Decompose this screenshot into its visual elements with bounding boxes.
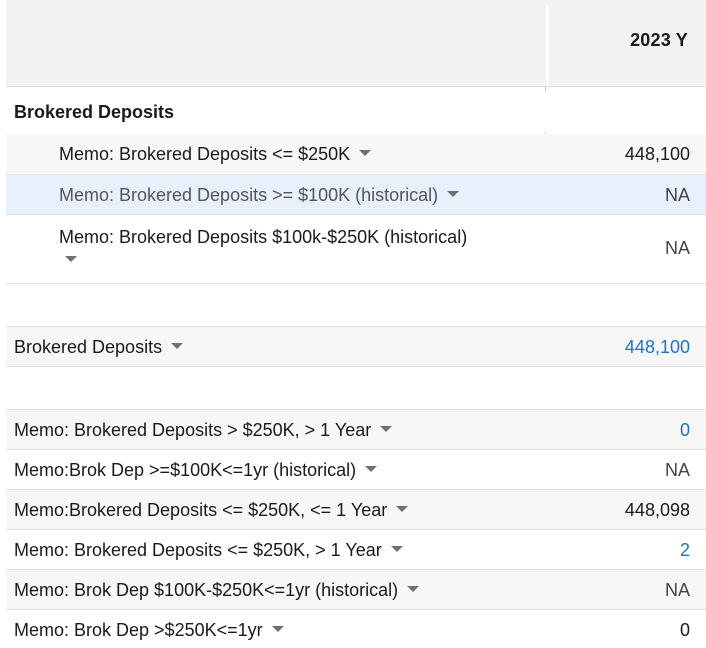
- chevron-down-icon[interactable]: [390, 546, 403, 553]
- chevron-down-icon[interactable]: [407, 586, 420, 593]
- row-label[interactable]: Memo: Brokered Deposits >= $100K (histor…: [59, 175, 460, 215]
- row-label[interactable]: Memo: Brokered Deposits $100k-$250K (his…: [59, 227, 468, 247]
- row-value: NA: [664, 460, 690, 480]
- table-row[interactable]: Memo:Brokered Deposits <= $250K, <= 1 Ye…: [6, 490, 706, 530]
- chevron-down-icon[interactable]: [359, 150, 372, 157]
- row-label[interactable]: Memo: Brokered Deposits > $250K, > 1 Yea…: [14, 410, 393, 450]
- row-label[interactable]: Memo: Brok Dep >$250K<=1yr: [14, 610, 284, 648]
- table-row[interactable]: Memo: Brok Dep >$250K<=1yr 0: [6, 610, 706, 648]
- table-row[interactable]: Memo: Brok Dep $100K-$250K<=1yr (histori…: [6, 570, 706, 610]
- chevron-down-icon[interactable]: [171, 343, 184, 350]
- row-value-link[interactable]: 0: [679, 420, 690, 440]
- row-label[interactable]: Memo: Brokered Deposits <= $250K, > 1 Ye…: [14, 530, 403, 570]
- row-label[interactable]: Memo:Brokered Deposits <= $250K, <= 1 Ye…: [14, 490, 409, 530]
- table-row[interactable]: Brokered Deposits 448,100: [6, 327, 706, 367]
- row-label[interactable]: Memo: Brok Dep $100K-$250K<=1yr (histori…: [14, 570, 420, 610]
- chevron-down-icon[interactable]: [271, 626, 284, 633]
- table-row[interactable]: Memo: Brokered Deposits $100k-$250K (his…: [6, 215, 706, 284]
- row-label[interactable]: Brokered Deposits: [14, 327, 184, 367]
- row-value: NA: [664, 580, 690, 600]
- row-value: NA: [664, 238, 690, 258]
- table-header: 2023 Y: [6, 0, 706, 87]
- table-row[interactable]: Memo: Brokered Deposits > $250K, > 1 Yea…: [6, 410, 706, 450]
- chevron-down-icon[interactable]: [365, 466, 378, 473]
- row-label[interactable]: Memo: Brokered Deposits <= $250K: [59, 134, 372, 174]
- row-value: 448,100: [624, 144, 690, 164]
- table-row[interactable]: Memo: Brokered Deposits >= $100K (histor…: [6, 175, 706, 215]
- row-label[interactable]: Memo:Brok Dep >=$100K<=1yr (historical): [14, 450, 378, 490]
- section-title: Brokered Deposits: [14, 102, 175, 122]
- row-value: NA: [664, 185, 690, 205]
- section-header-row: Brokered Deposits: [6, 92, 706, 132]
- period-column-header[interactable]: 2023 Y: [630, 30, 688, 50]
- chevron-down-icon[interactable]: [65, 255, 77, 262]
- chevron-down-icon[interactable]: [447, 191, 460, 198]
- table-row[interactable]: Memo:Brok Dep >=$100K<=1yr (historical) …: [6, 450, 706, 490]
- row-value: 0: [679, 620, 690, 640]
- chevron-down-icon[interactable]: [396, 506, 409, 513]
- chevron-down-icon[interactable]: [380, 426, 393, 433]
- spacer-row: [6, 284, 706, 327]
- row-value-link[interactable]: 448,100: [624, 337, 690, 357]
- table-row[interactable]: Memo: Brokered Deposits <= $250K 448,100: [6, 134, 706, 175]
- row-value: 448,098: [624, 500, 690, 520]
- spacer-row: [6, 367, 706, 410]
- table-row[interactable]: Memo: Brokered Deposits <= $250K, > 1 Ye…: [6, 530, 706, 570]
- row-value-link[interactable]: 2: [679, 540, 690, 560]
- header-column-divider: [546, 6, 549, 86]
